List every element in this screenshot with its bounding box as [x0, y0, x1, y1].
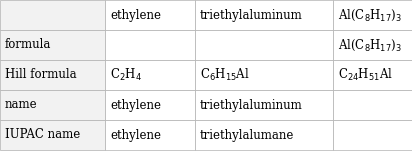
Bar	[333, 60, 412, 90]
Bar	[333, 0, 412, 30]
Text: C$_{24}$H$_{51}$Al: C$_{24}$H$_{51}$Al	[338, 67, 393, 83]
Text: ethylene: ethylene	[110, 99, 161, 112]
Bar	[0, 0, 105, 30]
Bar	[333, 90, 412, 120]
Bar	[333, 30, 412, 60]
Bar	[105, 60, 195, 90]
Text: IUPAC name: IUPAC name	[5, 128, 80, 141]
Text: C$_2$H$_4$: C$_2$H$_4$	[110, 67, 142, 83]
Bar	[195, 120, 333, 150]
Text: triethylalumane: triethylalumane	[200, 128, 295, 141]
Bar	[105, 30, 195, 60]
Text: Al(C$_8$H$_{17}$)$_3$: Al(C$_8$H$_{17}$)$_3$	[338, 7, 402, 23]
Text: Al(C$_8$H$_{17}$)$_3$: Al(C$_8$H$_{17}$)$_3$	[338, 37, 402, 53]
Bar	[0, 30, 105, 60]
Text: triethylaluminum: triethylaluminum	[200, 9, 303, 22]
Bar	[105, 90, 195, 120]
Text: ethylene: ethylene	[110, 9, 161, 22]
Text: triethylaluminum: triethylaluminum	[200, 99, 303, 112]
Bar	[195, 60, 333, 90]
Bar	[333, 120, 412, 150]
Text: name: name	[5, 99, 37, 112]
Bar	[0, 90, 105, 120]
Bar	[0, 120, 105, 150]
Text: ethylene: ethylene	[110, 128, 161, 141]
Bar	[195, 30, 333, 60]
Bar	[0, 60, 105, 90]
Bar	[195, 90, 333, 120]
Bar	[105, 120, 195, 150]
Text: C$_6$H$_{15}$Al: C$_6$H$_{15}$Al	[200, 67, 250, 83]
Bar	[105, 0, 195, 30]
Text: formula: formula	[5, 39, 52, 51]
Bar	[195, 0, 333, 30]
Text: Hill formula: Hill formula	[5, 68, 77, 81]
